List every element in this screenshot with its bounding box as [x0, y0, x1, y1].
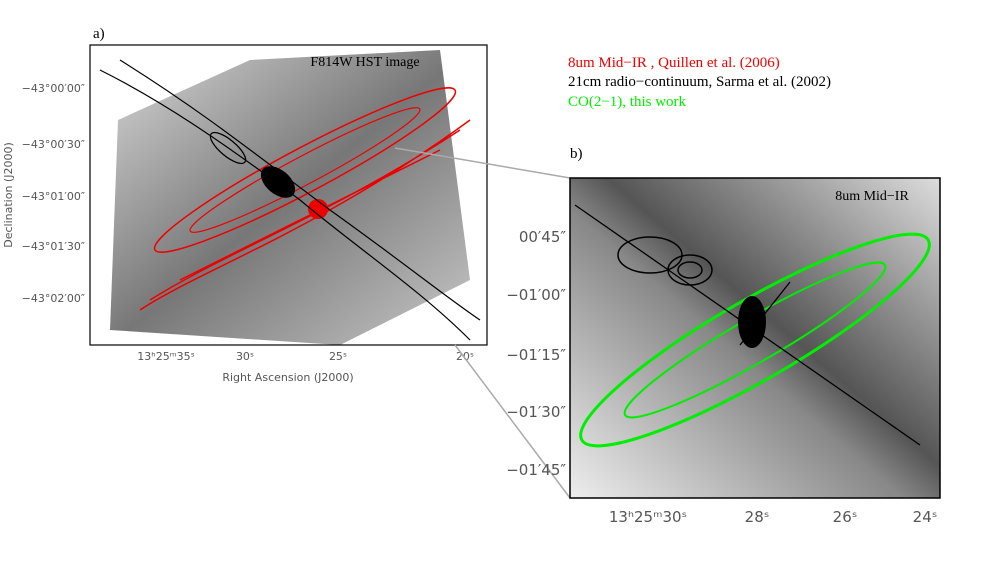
co-contour — [579, 232, 931, 448]
axis-line — [574, 204, 921, 446]
panel-label: b) — [570, 146, 583, 162]
y-tick-label: −43°00′30″ — [22, 138, 85, 151]
x-tick-label: 26ˢ — [833, 508, 858, 526]
legend-entry: 8um Mid−IR , Quillen et al. (2006) — [568, 55, 780, 71]
legend-entry: 21cm radio−continuum, Sarma et al. (2002… — [568, 74, 831, 90]
y-tick-label: −01′45″ — [506, 461, 566, 479]
panel-title: 8um Mid−IR — [835, 189, 909, 204]
y-tick-label: −43°01′30″ — [22, 240, 85, 253]
x-tick-label: 30ˢ — [236, 350, 254, 363]
frame-a — [89, 44, 488, 346]
y-tick-label: −43°02′00″ — [22, 292, 85, 305]
hst-image — [110, 50, 470, 345]
y-tick-label: −01′30″ — [506, 403, 566, 421]
x-tick-label: 25ˢ — [329, 350, 347, 363]
y-tick-label: 00′45″ — [519, 228, 567, 246]
x-axis-label: Right Ascension (J2000) — [222, 371, 353, 384]
radio-contours — [99, 59, 481, 341]
x-tick-label: 28ˢ — [745, 508, 770, 526]
panel-label: a) — [93, 26, 105, 42]
legend-entry: CO(2−1), this work — [568, 94, 687, 110]
mid-ir-contour — [153, 87, 457, 253]
frame-b — [569, 177, 941, 499]
y-tick-label: −43°01′00″ — [22, 190, 85, 203]
x-tick-label: 24ˢ — [913, 508, 938, 526]
radio-contour — [209, 131, 247, 165]
mid-ir-contour — [189, 107, 421, 233]
zoom-line — [394, 147, 571, 179]
radio-core — [738, 296, 766, 348]
panel-title: F814W HST image — [310, 55, 419, 70]
y-tick-label: −01′15″ — [506, 346, 566, 364]
image-a — [99, 50, 481, 345]
mid-ir-contours — [139, 119, 471, 311]
x-tick-label: 13ʰ25ᵐ30ˢ — [609, 508, 687, 526]
y-tick-label: −43°00′00″ — [22, 82, 85, 95]
radio-contour — [617, 236, 683, 274]
axis-line — [739, 281, 791, 346]
zoom-line — [454, 344, 571, 499]
y-tick-label: −01′00″ — [506, 286, 566, 304]
radio-contour — [677, 261, 703, 279]
y-axis-label: Declination (J2000) — [2, 142, 15, 248]
x-tick-label: 13ʰ25ᵐ35ˢ — [137, 350, 194, 363]
x-tick-label: 20ˢ — [456, 350, 474, 363]
image-b — [570, 178, 940, 498]
